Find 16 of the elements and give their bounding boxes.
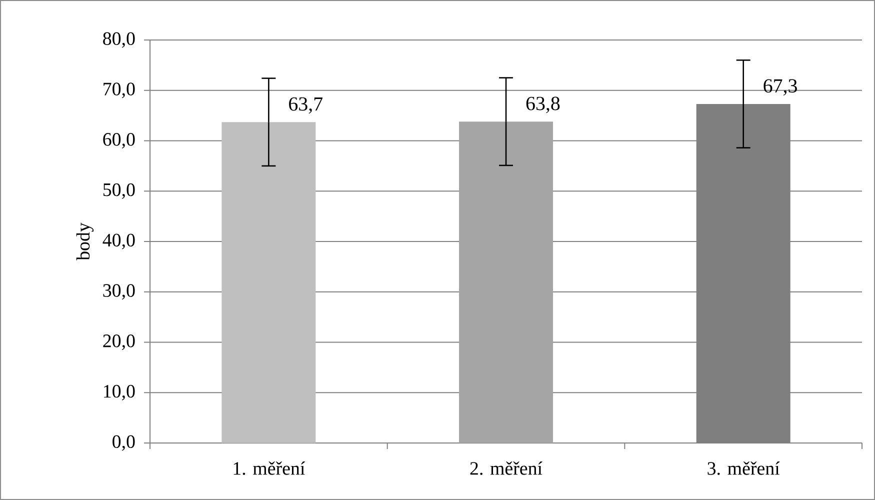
y-tick-label: 0,0 bbox=[112, 435, 135, 451]
data-label: 63,7 bbox=[289, 97, 322, 114]
y-tick-label: 20,0 bbox=[103, 334, 135, 350]
y-tick-label: 40,0 bbox=[102, 234, 135, 250]
y-tick-label: 30,0 bbox=[103, 284, 135, 300]
y-tick-label: 80,0 bbox=[103, 32, 135, 48]
x-tick-label: 3. měření bbox=[708, 461, 780, 475]
y-tick-label: 70,0 bbox=[104, 82, 135, 98]
data-label: 63,8 bbox=[526, 96, 560, 114]
data-label: 67,3 bbox=[764, 79, 797, 96]
x-tick-label: 1. měření bbox=[234, 461, 305, 475]
y-tick-label: 50,0 bbox=[103, 183, 135, 199]
y-tick-label: 60,0 bbox=[103, 133, 135, 148]
y-axis-title: body bbox=[76, 222, 94, 260]
y-tick-label: 10,0 bbox=[104, 384, 135, 400]
x-tick-label: 2. měření bbox=[470, 461, 542, 475]
